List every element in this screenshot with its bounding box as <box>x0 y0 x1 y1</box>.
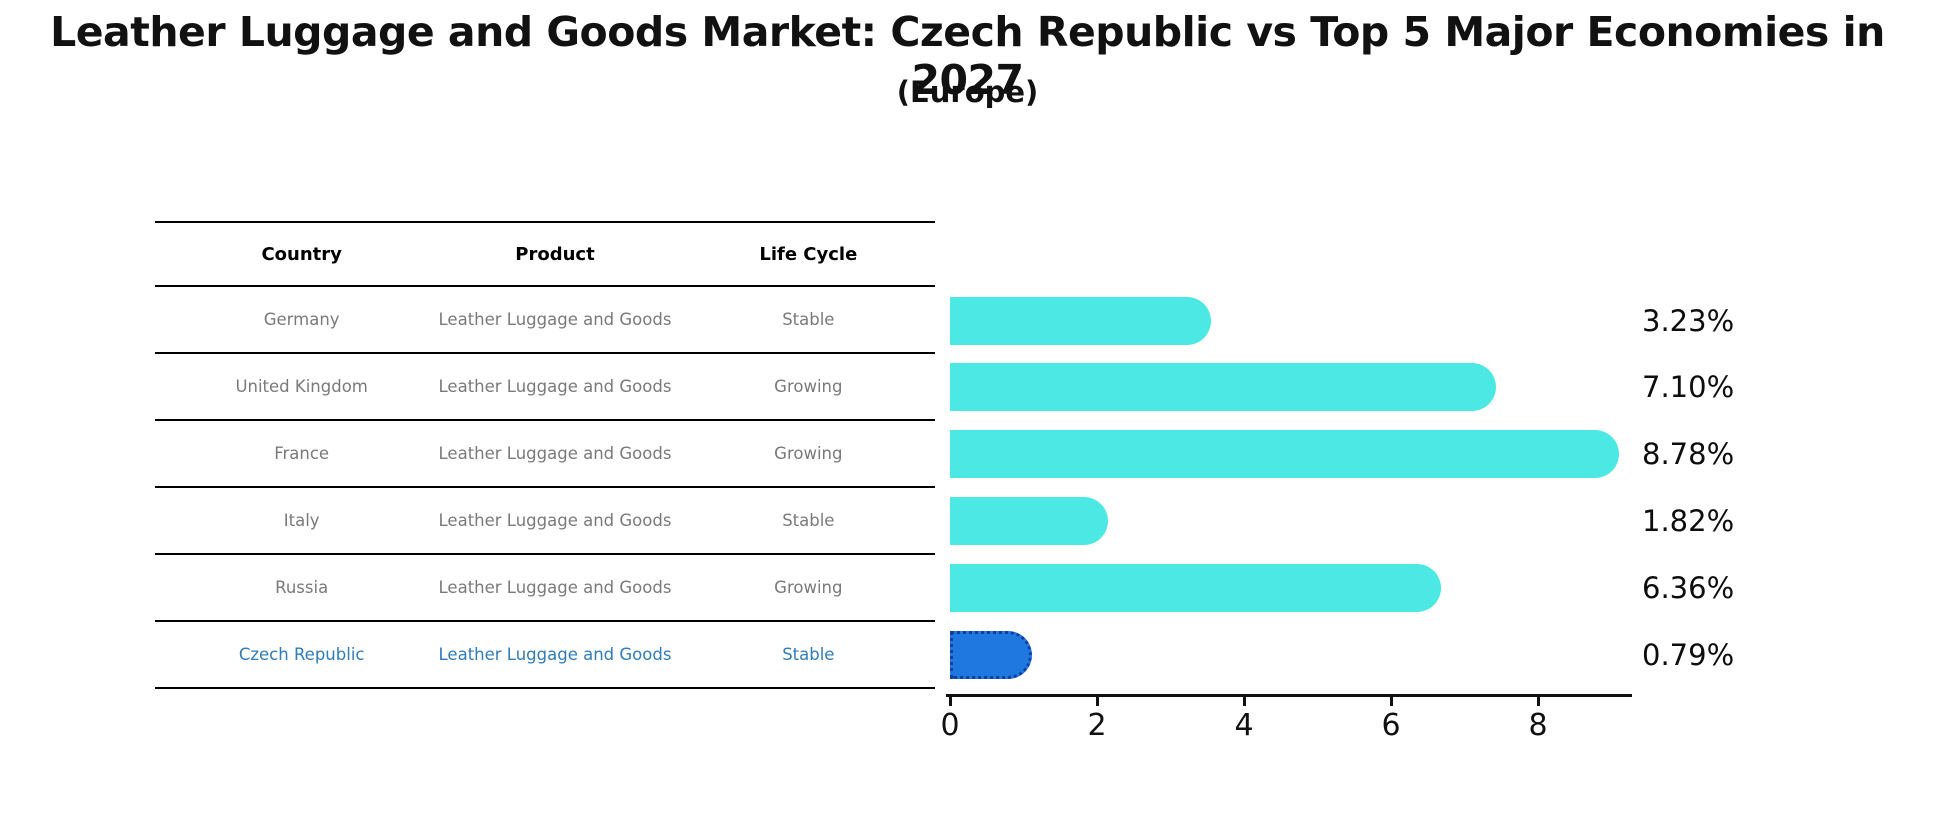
value-label-italy: 1.82% <box>1642 504 1735 538</box>
cell-country: France <box>274 444 330 463</box>
x-axis-tick-label: 6 <box>1381 708 1401 743</box>
cell-life-cycle: Stable <box>782 310 835 329</box>
header-product: Product <box>515 243 595 265</box>
table-row-russia: Russia Leather Luggage and Goods Growing <box>155 555 935 622</box>
cell-country: Italy <box>283 511 320 530</box>
value-label-united-kingdom: 7.10% <box>1642 370 1735 404</box>
value-label-germany: 3.23% <box>1642 304 1735 338</box>
table-header-row: Country Product Life Cycle <box>155 221 935 287</box>
cell-life-cycle: Growing <box>774 377 843 396</box>
bar-germany <box>950 297 1211 345</box>
x-axis-tick-label: 0 <box>940 708 960 743</box>
cell-life-cycle: Stable <box>782 511 835 530</box>
cell-country: United Kingdom <box>235 377 368 396</box>
cell-product: Leather Luggage and Goods <box>438 511 672 530</box>
cell-life-cycle: Growing <box>774 444 843 463</box>
bar-russia <box>950 564 1441 612</box>
bar-united-kingdom <box>950 363 1496 411</box>
cell-life-cycle: Stable <box>782 645 835 664</box>
cell-product: Leather Luggage and Goods <box>438 645 672 664</box>
x-axis-tick <box>1096 697 1099 706</box>
x-axis-tick <box>1243 697 1246 706</box>
bar-czech-republic <box>950 631 1032 679</box>
value-label-france: 8.78% <box>1642 437 1735 471</box>
x-axis-tick <box>1390 697 1393 706</box>
table-row-germany: Germany Leather Luggage and Goods Stable <box>155 287 935 354</box>
bar-italy <box>950 497 1108 545</box>
cell-country: Czech Republic <box>238 645 365 664</box>
cell-life-cycle: Growing <box>774 578 843 597</box>
x-axis-tick-label: 2 <box>1087 708 1107 743</box>
cell-product: Leather Luggage and Goods <box>438 377 672 396</box>
table-row-czech-republic: Czech Republic Leather Luggage and Goods… <box>155 622 935 689</box>
cell-product: Leather Luggage and Goods <box>438 578 672 597</box>
country-table: Country Product Life Cycle Germany Leath… <box>155 221 935 689</box>
bar-france <box>950 430 1619 478</box>
x-axis-tick <box>1537 697 1540 706</box>
x-axis-tick-label: 4 <box>1234 708 1254 743</box>
table-row-united-kingdom: United Kingdom Leather Luggage and Goods… <box>155 354 935 421</box>
chart-title: Leather Luggage and Goods Market: Czech … <box>50 8 1885 104</box>
x-axis-tick-label: 8 <box>1528 708 1548 743</box>
cell-country: Germany <box>263 310 340 329</box>
x-axis-line <box>946 694 1632 697</box>
table-row-france: France Leather Luggage and Goods Growing <box>155 421 935 488</box>
chart-subtitle: (Europe) <box>896 75 1039 109</box>
value-label-russia: 6.36% <box>1642 571 1735 605</box>
header-life-cycle: Life Cycle <box>759 243 858 265</box>
header-country: Country <box>261 243 342 265</box>
x-axis-tick <box>949 697 952 706</box>
cell-country: Russia <box>275 578 329 597</box>
cell-product: Leather Luggage and Goods <box>438 310 672 329</box>
table-row-italy: Italy Leather Luggage and Goods Stable <box>155 488 935 555</box>
cell-product: Leather Luggage and Goods <box>438 444 672 463</box>
value-label-czech-republic: 0.79% <box>1642 638 1735 672</box>
